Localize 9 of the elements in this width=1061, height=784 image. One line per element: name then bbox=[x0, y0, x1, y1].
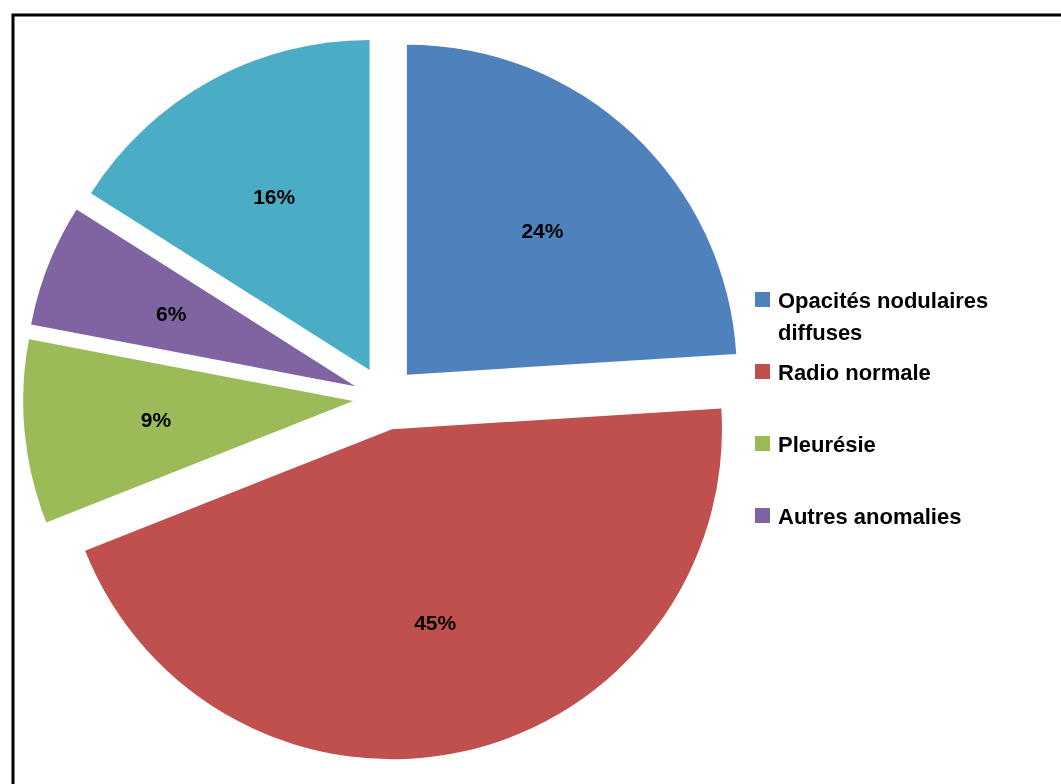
data-label: 24% bbox=[521, 218, 564, 242]
data-label: 6% bbox=[155, 301, 187, 325]
data-label: 16% bbox=[253, 184, 296, 208]
legend-label: Radio normale bbox=[778, 359, 931, 385]
legend-label: Opacités nodulaires diffuses bbox=[778, 287, 989, 345]
data-label: 45% bbox=[414, 610, 457, 634]
data-label: 9% bbox=[140, 408, 172, 432]
legend-label: Pleurésie bbox=[778, 431, 876, 457]
legend-label: Autres anomalies bbox=[778, 503, 962, 529]
